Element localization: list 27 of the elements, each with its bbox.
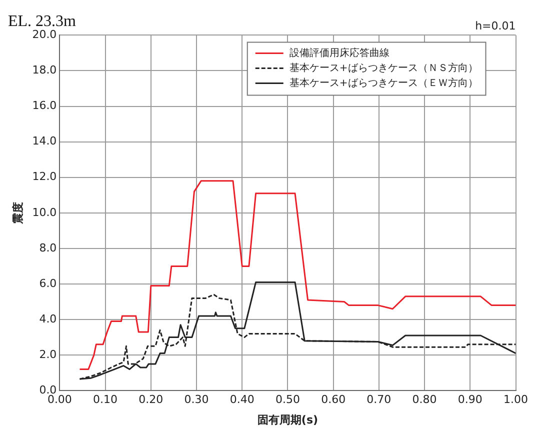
y-tick-label: 8.0	[39, 241, 57, 254]
legend-label: 基本ケース+ばらつきケース（ＥＷ方向）	[289, 76, 478, 89]
x-tick-label: 0.80	[412, 393, 437, 406]
x-tick-label: 0.50	[275, 393, 300, 406]
x-tick-label: 0.10	[93, 393, 118, 406]
y-tick-label: 20.0	[32, 28, 57, 42]
chart-title: EL. 23.3m	[8, 12, 77, 30]
legend-label: 設備評価用床応答曲線	[289, 46, 390, 59]
text: h=0.01	[475, 20, 516, 33]
x-tick-label: 0.40	[230, 393, 254, 406]
y-tick-label: 10.0	[32, 206, 57, 219]
y-tick-label: 2.0	[39, 348, 57, 361]
x-tick-label: 1.00	[504, 393, 528, 406]
y-axis-title: 震度	[11, 202, 24, 225]
y-tick-label: 18.0	[32, 64, 57, 77]
x-axis-title: 固有周期(s)	[257, 413, 318, 426]
x-tick-label: 0.30	[184, 393, 209, 406]
y-tick-label: 16.0	[32, 99, 57, 112]
legend-label: 基本ケース+ばらつきケース（ＮＳ方向）	[289, 62, 478, 74]
x-tick-label: 0.20	[138, 393, 164, 406]
y-tick-label: 12.0	[32, 170, 57, 184]
y-tick-label: 14.0	[32, 134, 57, 148]
y-tick-label: 4.0	[39, 312, 57, 326]
y-tick-label: 6.0	[39, 276, 57, 290]
x-tick-label: 0.90	[458, 393, 482, 406]
x-tick-label: 0.70	[366, 393, 392, 406]
x-tick-label: 0.60	[321, 393, 346, 406]
